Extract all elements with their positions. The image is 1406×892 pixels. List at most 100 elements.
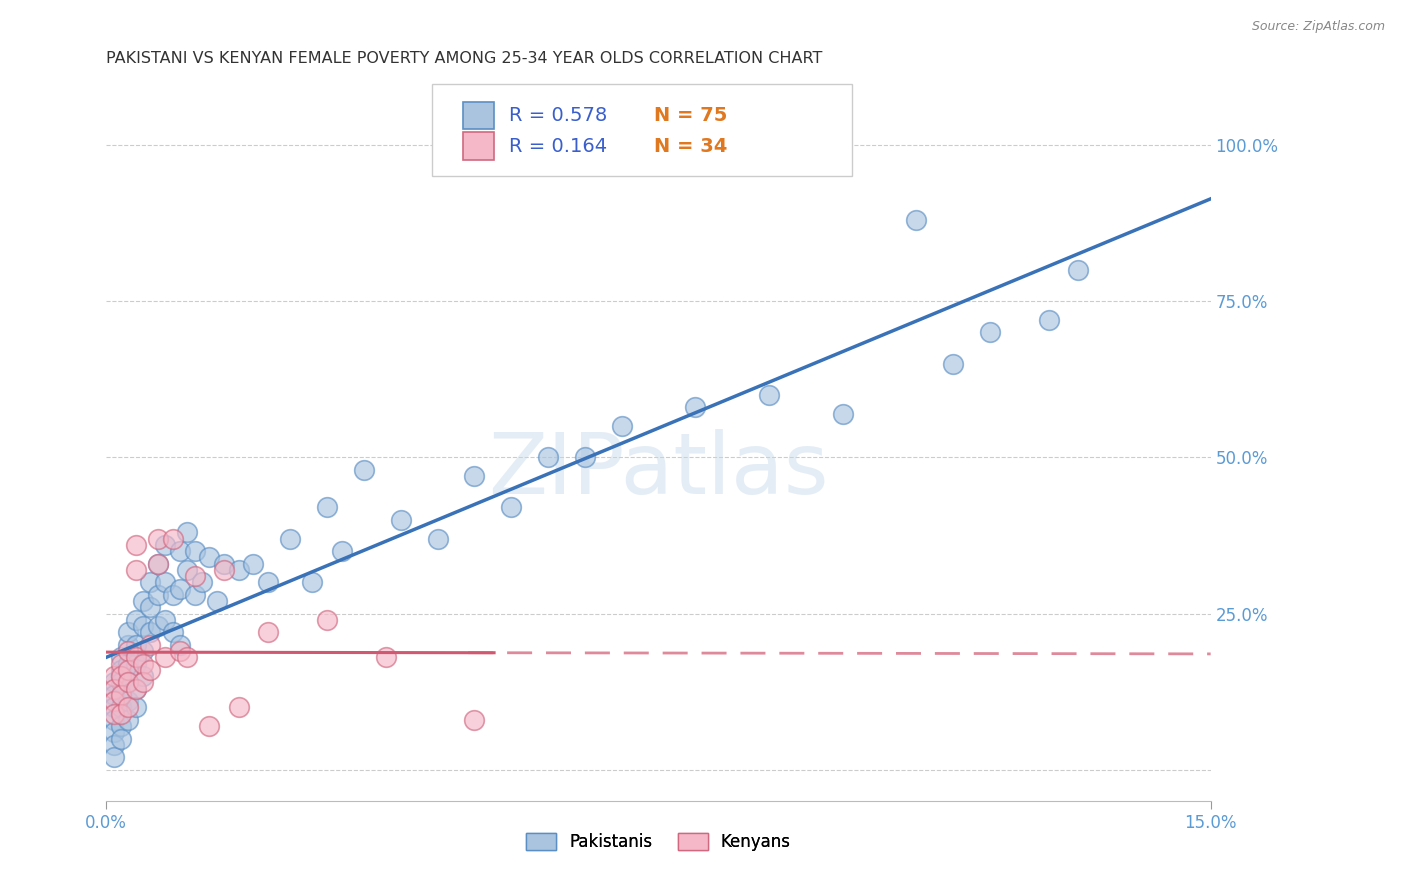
Point [169,638,191,652]
Point [905,212,928,227]
Point [117,713,139,727]
Point [758,388,780,402]
Point [110,669,132,683]
Point [228,700,250,714]
Point [426,532,449,546]
Point [132,619,155,633]
Point [183,588,205,602]
Point [110,669,132,683]
Text: R = 0.578: R = 0.578 [509,106,607,125]
Point [176,525,198,540]
Point [125,613,148,627]
Point [191,575,214,590]
Point [103,694,125,708]
Point [103,700,125,714]
Point [330,544,353,558]
Point [1067,262,1090,277]
Legend: Pakistanis, Kenyans: Pakistanis, Kenyans [519,826,797,857]
Point [146,532,169,546]
Point [110,731,132,746]
Point [169,544,191,558]
Point [117,638,139,652]
Point [942,357,965,371]
Text: N = 34: N = 34 [654,136,727,155]
Point [301,575,323,590]
Point [353,463,375,477]
Point [132,657,155,671]
Point [537,450,560,465]
Point [463,469,485,483]
Point [979,325,1001,339]
Point [257,625,280,640]
Point [132,644,155,658]
Text: N = 75: N = 75 [654,106,727,125]
Point [132,675,155,690]
Point [162,625,184,640]
Point [198,719,221,733]
FancyBboxPatch shape [463,132,494,160]
Point [117,625,139,640]
Point [117,700,139,714]
Text: ZIPatlas: ZIPatlas [488,429,828,512]
Point [110,663,132,677]
Text: Source: ZipAtlas.com: Source: ZipAtlas.com [1251,20,1385,33]
Point [463,713,485,727]
Point [125,657,148,671]
Point [169,582,191,596]
Point [110,700,132,714]
Point [117,644,139,658]
Point [125,681,148,696]
Point [375,650,398,665]
Point [103,750,125,764]
Point [125,700,148,714]
Text: PAKISTANI VS KENYAN FEMALE POVERTY AMONG 25-34 YEAR OLDS CORRELATION CHART: PAKISTANI VS KENYAN FEMALE POVERTY AMONG… [107,51,823,66]
Point [139,600,162,615]
Point [146,557,169,571]
Point [103,688,125,702]
Point [117,675,139,690]
Point [176,650,198,665]
Point [183,569,205,583]
Point [125,650,148,665]
Point [103,675,125,690]
Point [125,563,148,577]
Point [153,613,176,627]
Point [316,500,339,515]
FancyBboxPatch shape [463,102,494,128]
Point [316,613,339,627]
Point [1038,312,1060,326]
Point [139,625,162,640]
Point [162,588,184,602]
Point [103,713,125,727]
Point [103,681,125,696]
Point [212,557,235,571]
Point [117,663,139,677]
Point [610,419,633,434]
Point [162,532,184,546]
Point [153,538,176,552]
Point [139,638,162,652]
Point [139,663,162,677]
Point [574,450,596,465]
Text: R = 0.164: R = 0.164 [509,136,607,155]
Point [110,657,132,671]
Point [146,588,169,602]
Point [125,538,148,552]
Point [683,401,706,415]
Point [132,669,155,683]
Point [153,575,176,590]
Point [110,675,132,690]
Point [103,669,125,683]
Point [110,719,132,733]
Point [117,657,139,671]
Point [153,650,176,665]
Point [198,550,221,565]
Point [103,725,125,739]
Point [176,563,198,577]
Point [132,594,155,608]
Point [278,532,301,546]
Point [212,563,235,577]
Point [125,638,148,652]
Point [228,563,250,577]
Point [125,681,148,696]
